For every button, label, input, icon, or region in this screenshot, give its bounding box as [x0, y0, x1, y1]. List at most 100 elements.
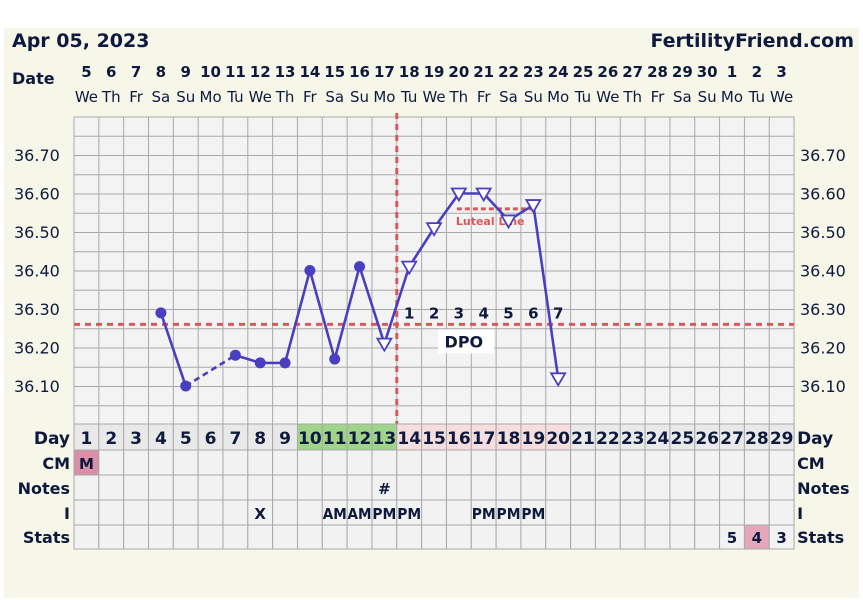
day-number: 12	[348, 429, 372, 449]
temperature-line-segment	[532, 204, 560, 379]
i-value: PM	[497, 505, 521, 523]
cell-stats	[619, 524, 646, 550]
date-number: 2	[752, 63, 762, 81]
cell-stats	[147, 524, 174, 550]
cell-cm	[421, 449, 447, 476]
y-tick-label-left: 36.10	[14, 377, 60, 396]
plot-area	[73, 116, 795, 435]
dpo-number: 4	[478, 304, 488, 322]
temperature-point-triangle	[499, 214, 518, 230]
cell-day	[73, 423, 100, 451]
weekday-label: Su	[350, 88, 369, 106]
date-number: 14	[299, 63, 320, 81]
y-tick-label-right: 36.20	[800, 339, 846, 358]
cell-i	[495, 499, 522, 526]
cell-i	[147, 499, 174, 526]
i-value: PM	[397, 505, 421, 523]
cell-stats	[296, 524, 323, 550]
row-label-stats-right: Stats	[797, 528, 844, 547]
cell-stats	[719, 524, 745, 550]
cell-day	[694, 423, 721, 451]
cell-cm	[545, 449, 572, 476]
cell-stats	[520, 524, 547, 550]
weekday-label: Mo	[547, 88, 569, 106]
cell-cm	[619, 449, 646, 476]
day-number: 24	[646, 429, 670, 449]
cell-stats	[495, 524, 522, 550]
cell-cm	[247, 449, 274, 476]
cell-day	[719, 423, 745, 451]
date-number: 22	[498, 63, 519, 81]
date-number: 8	[156, 63, 166, 81]
date-number: 16	[349, 63, 370, 81]
cell-stats	[644, 524, 671, 550]
cell-notes	[719, 474, 745, 501]
stats-value: 3	[776, 529, 786, 547]
weekday-label: Sa	[673, 88, 692, 106]
cell-notes	[197, 474, 224, 501]
weekday-label: Tu	[400, 88, 417, 106]
temperature-line-segment	[333, 266, 361, 360]
cell-cm	[123, 449, 149, 476]
day-number: 25	[670, 429, 694, 449]
cell-notes	[570, 474, 596, 501]
cell-cm	[197, 449, 224, 476]
cell-cm	[147, 449, 174, 476]
fertility-chart: Apr 05, 2023 FertilityFriend.com Date 5 6 7 8 9…	[4, 28, 859, 598]
cell-day	[123, 423, 149, 451]
cell-notes	[147, 474, 174, 501]
cell-cm	[296, 449, 323, 476]
cell-cm	[495, 449, 522, 476]
cell-i	[570, 499, 596, 526]
cell-i	[346, 499, 373, 526]
date-number: 13	[275, 63, 296, 81]
weekday-label: Tu	[748, 88, 765, 106]
cell-day	[272, 423, 298, 451]
cell-notes	[247, 474, 274, 501]
cell-cm	[520, 449, 547, 476]
weekday-label: We	[422, 88, 445, 106]
day-number: 6	[205, 429, 217, 449]
temperature-line-segment	[383, 266, 411, 345]
temperature-point	[229, 349, 241, 361]
cell-i	[123, 499, 149, 526]
cell-cm	[371, 449, 398, 476]
cell-i	[197, 499, 224, 526]
cell-day	[396, 423, 423, 451]
date-number: 24	[548, 63, 569, 81]
day-number: 3	[130, 429, 142, 449]
weekday-label: Th	[449, 88, 469, 106]
chart-date: Apr 05, 2023	[12, 30, 149, 52]
cell-i	[743, 499, 770, 526]
cell-stats	[421, 524, 447, 550]
date-number: 26	[597, 63, 618, 81]
cell-cm	[98, 449, 125, 476]
temperature-line-segment	[159, 312, 187, 387]
cell-i	[520, 499, 547, 526]
row-label-cm-right: CM	[797, 454, 825, 473]
day-number: 15	[422, 429, 446, 449]
cell-notes	[644, 474, 671, 501]
row-label-notes-left: Notes	[18, 479, 70, 498]
temperature-line-segment	[358, 266, 386, 345]
row-label-stats-left: Stats	[23, 528, 70, 547]
date-number: 27	[622, 63, 643, 81]
cell-stats	[396, 524, 423, 550]
cell-i	[222, 499, 249, 526]
date-number: 6	[106, 63, 116, 81]
y-tick-label-left: 36.30	[14, 300, 60, 319]
cell-cm	[669, 449, 696, 476]
cell-notes	[694, 474, 721, 501]
weekday-label: Mo	[200, 88, 222, 106]
cell-notes	[669, 474, 696, 501]
date-number: 10	[200, 63, 221, 81]
cell-i	[644, 499, 671, 526]
row-label-day-right: Day	[797, 429, 833, 449]
date-number: 25	[573, 63, 594, 81]
i-value: PM	[521, 505, 545, 523]
row-label-i-left: I	[64, 504, 70, 523]
cell-stats	[123, 524, 149, 550]
temperature-point-triangle	[450, 187, 468, 203]
weekday-label: We	[75, 88, 98, 106]
dpo-number: 1	[404, 304, 414, 322]
